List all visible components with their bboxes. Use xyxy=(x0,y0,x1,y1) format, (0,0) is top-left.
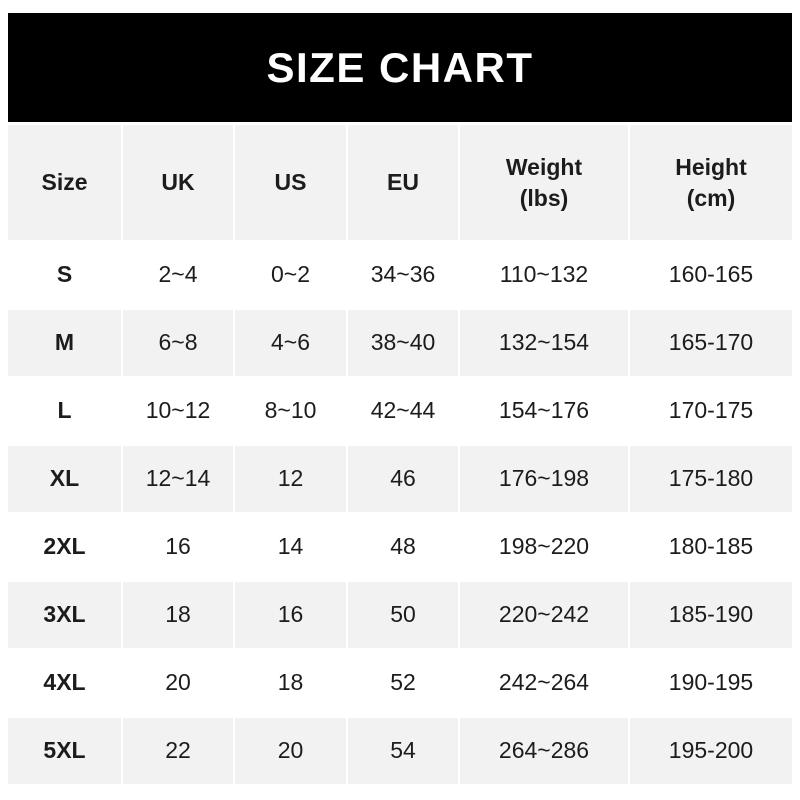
cell-uk: 22 xyxy=(123,718,235,786)
column-header-weight: Weight (lbs) xyxy=(460,125,630,242)
cell-us: 14 xyxy=(235,514,348,582)
cell-size: 3XL xyxy=(8,582,123,650)
cell-height: 160-165 xyxy=(630,242,792,310)
column-header-size: Size xyxy=(8,125,123,242)
column-header-height-line1: Height xyxy=(675,154,747,181)
table-header-row: Size UK US EU Weight (lbs) Height (cm) xyxy=(8,125,792,242)
column-header-height: Height (cm) xyxy=(630,125,792,242)
cell-size: S xyxy=(8,242,123,310)
cell-size: 2XL xyxy=(8,514,123,582)
cell-uk: 10~12 xyxy=(123,378,235,446)
cell-weight: 242~264 xyxy=(460,650,630,718)
title-banner: SIZE CHART xyxy=(8,13,792,122)
cell-eu: 34~36 xyxy=(348,242,460,310)
column-header-us-line1: US xyxy=(274,169,307,196)
table-header: Size UK US EU Weight (lbs) Height (cm) xyxy=(8,125,792,242)
table-row: 4XL 20 18 52 242~264 190-195 xyxy=(8,650,792,718)
cell-weight: 132~154 xyxy=(460,310,630,378)
cell-eu: 46 xyxy=(348,446,460,514)
column-header-eu: EU xyxy=(348,125,460,242)
cell-height: 170-175 xyxy=(630,378,792,446)
cell-uk: 18 xyxy=(123,582,235,650)
cell-uk: 12~14 xyxy=(123,446,235,514)
table-row: M 6~8 4~6 38~40 132~154 165-170 xyxy=(8,310,792,378)
size-chart-table: Size UK US EU Weight (lbs) Height (cm) xyxy=(8,125,792,786)
cell-us: 20 xyxy=(235,718,348,786)
cell-us: 12 xyxy=(235,446,348,514)
cell-size: 4XL xyxy=(8,650,123,718)
cell-height: 185-190 xyxy=(630,582,792,650)
cell-eu: 38~40 xyxy=(348,310,460,378)
cell-height: 195-200 xyxy=(630,718,792,786)
cell-us: 0~2 xyxy=(235,242,348,310)
cell-weight: 176~198 xyxy=(460,446,630,514)
table-row: 2XL 16 14 48 198~220 180-185 xyxy=(8,514,792,582)
cell-weight: 264~286 xyxy=(460,718,630,786)
cell-size: XL xyxy=(8,446,123,514)
cell-size: L xyxy=(8,378,123,446)
table-row: XL 12~14 12 46 176~198 175-180 xyxy=(8,446,792,514)
column-header-weight-line1: Weight xyxy=(505,154,583,181)
cell-uk: 16 xyxy=(123,514,235,582)
cell-uk: 20 xyxy=(123,650,235,718)
column-header-size-line1: Size xyxy=(41,169,88,196)
table-row: 3XL 18 16 50 220~242 185-190 xyxy=(8,582,792,650)
cell-size: 5XL xyxy=(8,718,123,786)
cell-height: 180-185 xyxy=(630,514,792,582)
cell-weight: 220~242 xyxy=(460,582,630,650)
cell-us: 18 xyxy=(235,650,348,718)
column-header-height-line2: (cm) xyxy=(686,184,736,211)
cell-weight: 198~220 xyxy=(460,514,630,582)
cell-us: 4~6 xyxy=(235,310,348,378)
column-header-uk-line1: UK xyxy=(161,169,195,196)
page-title: SIZE CHART xyxy=(266,43,534,91)
cell-eu: 54 xyxy=(348,718,460,786)
cell-us: 8~10 xyxy=(235,378,348,446)
cell-eu: 52 xyxy=(348,650,460,718)
cell-eu: 48 xyxy=(348,514,460,582)
table-row: L 10~12 8~10 42~44 154~176 170-175 xyxy=(8,378,792,446)
table-body: S 2~4 0~2 34~36 110~132 160-165 M 6~8 4~6 38~40 13… xyxy=(8,242,792,786)
cell-height: 175-180 xyxy=(630,446,792,514)
column-header-weight-line2: (lbs) xyxy=(519,184,569,211)
column-header-eu-line1: EU xyxy=(387,169,419,196)
cell-weight: 154~176 xyxy=(460,378,630,446)
cell-height: 165-170 xyxy=(630,310,792,378)
column-header-us: US xyxy=(235,125,348,242)
cell-eu: 50 xyxy=(348,582,460,650)
cell-us: 16 xyxy=(235,582,348,650)
table-row: 5XL 22 20 54 264~286 195-200 xyxy=(8,718,792,786)
cell-uk: 6~8 xyxy=(123,310,235,378)
cell-weight: 110~132 xyxy=(460,242,630,310)
cell-size: M xyxy=(8,310,123,378)
column-header-uk: UK xyxy=(123,125,235,242)
cell-eu: 42~44 xyxy=(348,378,460,446)
cell-uk: 2~4 xyxy=(123,242,235,310)
cell-height: 190-195 xyxy=(630,650,792,718)
table-row: S 2~4 0~2 34~36 110~132 160-165 xyxy=(8,242,792,310)
